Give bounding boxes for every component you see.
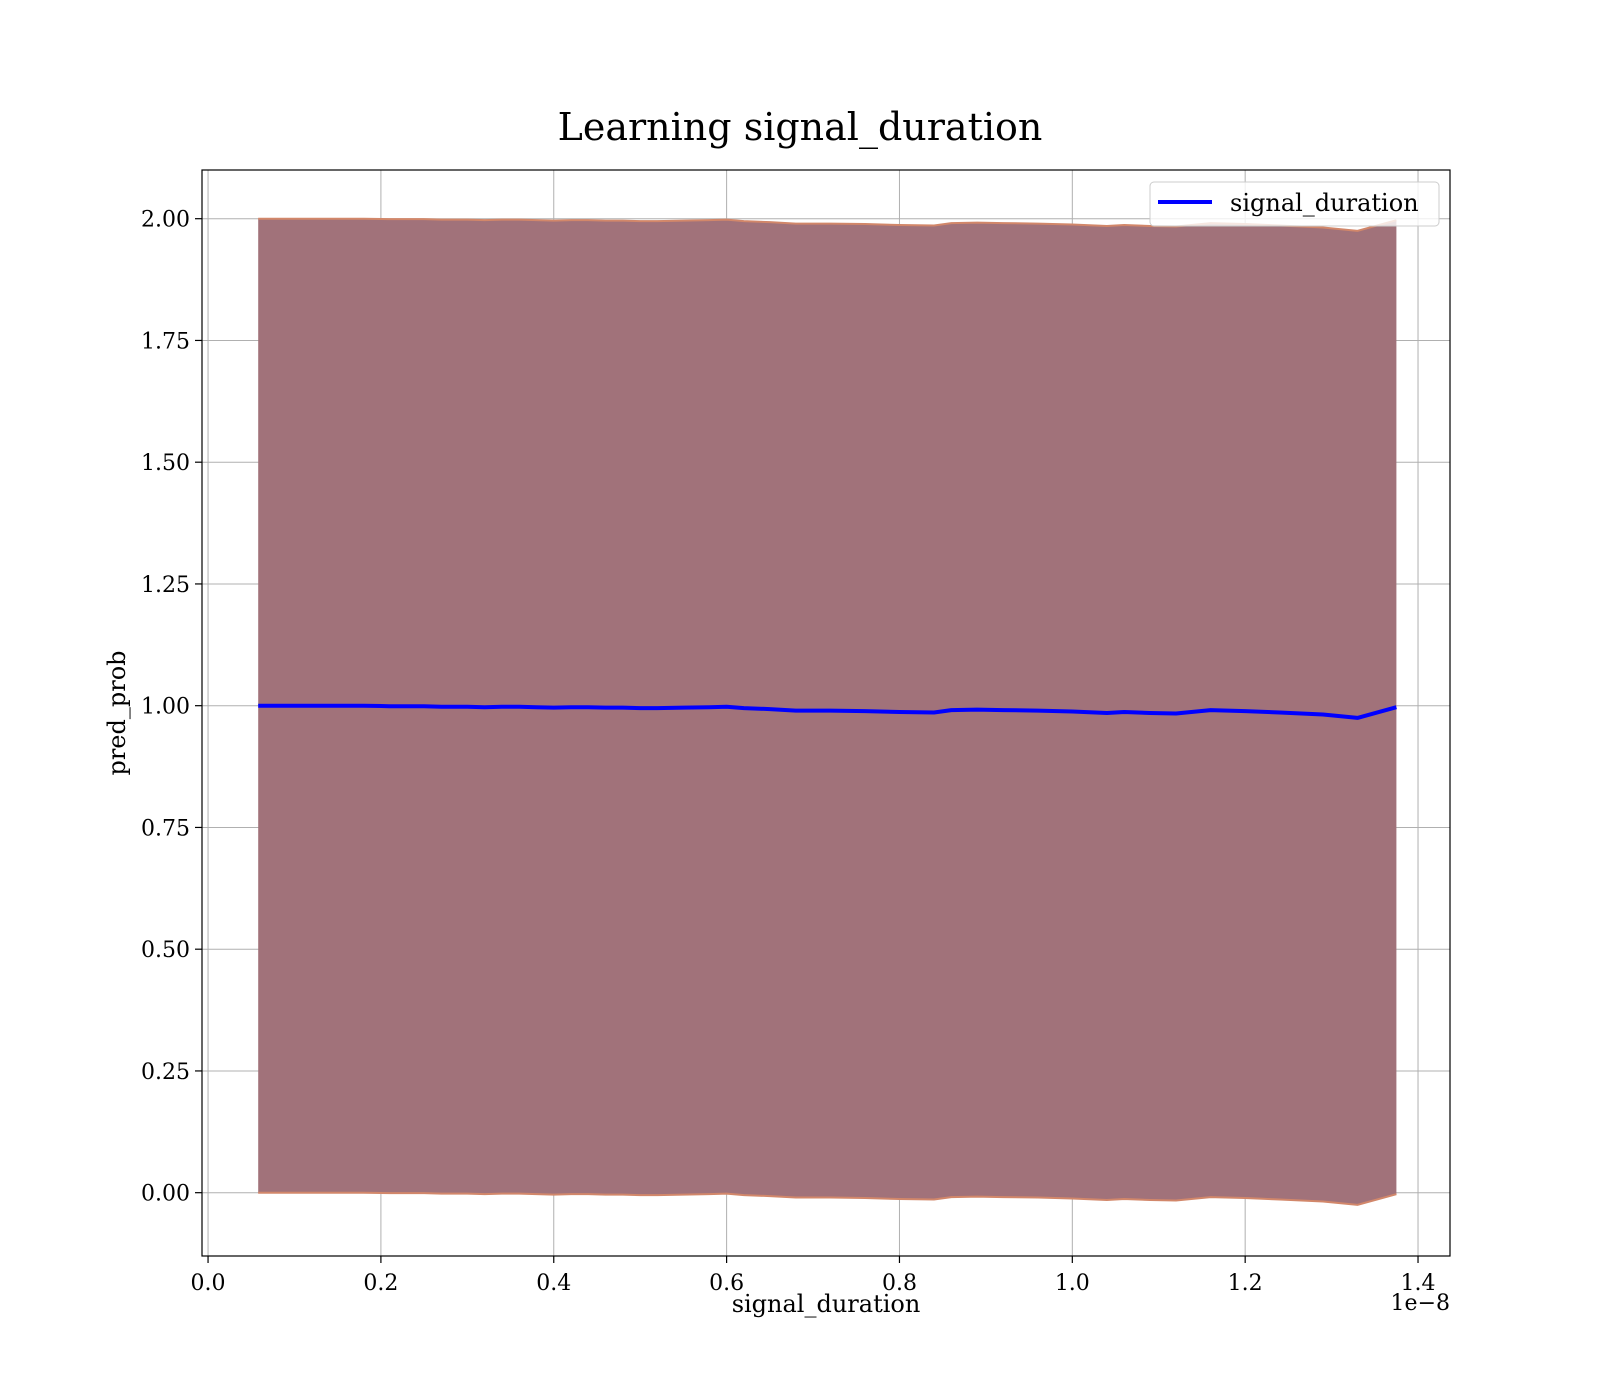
x-axis: 0.0 0.2 0.4 0.6 0.8 1.0 1.2 1.4 [191, 1256, 1436, 1296]
series-line-signal-duration [258, 703, 1397, 720]
y-axis: 0.00 0.25 0.50 0.75 1.00 1.25 1.50 1.75 2.00 [141, 208, 202, 1207]
plot-frame [201, 169, 1451, 1257]
x-tick-label: 1.4 [1401, 1271, 1436, 1296]
legend-box [1149, 181, 1440, 227]
y-axis-label: pred_prob [103, 650, 131, 775]
y-tick-label: 0.25 [141, 1060, 190, 1085]
y-tick-label: 0.00 [141, 1182, 190, 1207]
y-tick-label: 1.50 [141, 451, 190, 476]
x-tick-label: 1.2 [1228, 1271, 1263, 1296]
y-tick-label: 1.00 [141, 695, 190, 720]
y-tick-label: 0.75 [141, 816, 190, 841]
x-tick-label: 0.4 [536, 1271, 571, 1296]
x-tick-label: 0.2 [363, 1271, 398, 1296]
series-lines [258, 703, 1397, 720]
legend: signal_duration [1149, 181, 1440, 227]
band-lower-edge [258, 1191, 1397, 1206]
x-tick-label: 0.8 [882, 1271, 917, 1296]
x-tick-label: 0.6 [709, 1271, 744, 1296]
y-tick-label: 1.75 [141, 329, 190, 354]
x-tick-label: 0.0 [191, 1271, 226, 1296]
y-tick-label: 2.00 [141, 208, 190, 233]
chart-title: Learning signal_duration [558, 105, 1043, 150]
x-axis-offset-label: 1e−8 [1391, 1291, 1450, 1316]
x-axis-label: signal_duration [732, 1290, 921, 1318]
legend-label-signal-duration: signal_duration [1230, 189, 1419, 217]
y-tick-label: 0.50 [141, 938, 190, 963]
band-upper-edge [258, 217, 1397, 232]
y-tick-label: 1.25 [141, 573, 190, 598]
x-tick-label: 1.0 [1055, 1271, 1090, 1296]
